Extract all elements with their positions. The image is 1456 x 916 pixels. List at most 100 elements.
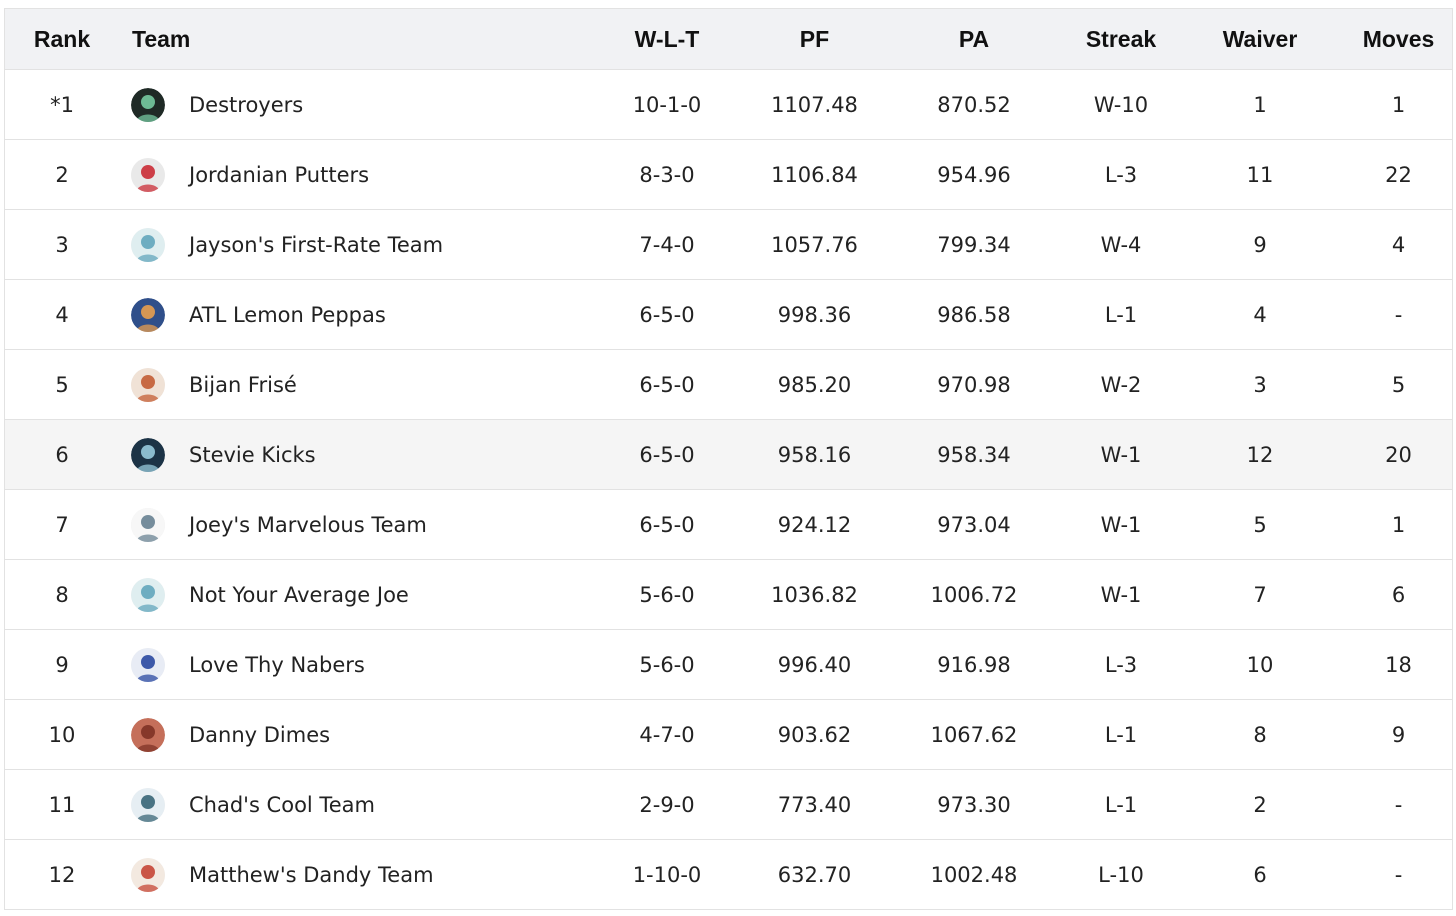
team-avatar-icon[interactable] [131,787,165,822]
record-cell: 6-5-0 [639,442,695,467]
team-avatar-graphic [131,507,165,542]
team-avatar-icon[interactable] [131,157,165,192]
moves-cell: - [1394,302,1403,327]
table-row: 5 Bijan Frisé 6-5-0 985.20 970.98 W-2 3 … [5,350,1452,420]
record-cell: 6-5-0 [639,512,695,537]
team-name-link[interactable]: Destroyers [189,92,304,117]
streak-cell: W-10 [1093,92,1149,117]
team-cell[interactable]: Stevie Kicks [119,437,586,472]
team-avatar-graphic [131,157,165,192]
rank-cell: 12 [48,862,76,887]
table-row: 8 Not Your Average Joe 5-6-0 1036.82 100… [5,560,1452,630]
streak-cell: L-3 [1104,652,1138,677]
streak-cell: L-10 [1098,862,1144,887]
team-avatar-icon[interactable] [131,297,165,332]
points-against-cell: 1002.48 [930,862,1018,887]
points-for-cell: 924.12 [777,512,852,537]
team-name-link[interactable]: Love Thy Nabers [189,652,365,677]
streak-cell: W-1 [1100,512,1142,537]
team-name-link[interactable]: Bijan Frisé [189,372,297,397]
moves-cell: 6 [1391,582,1406,607]
team-avatar-graphic [131,367,165,402]
team-avatar-graphic [131,227,165,262]
team-cell[interactable]: ATL Lemon Peppas [119,297,586,332]
column-header-pa[interactable]: PA [958,25,990,52]
team-avatar-graphic [131,857,165,892]
streak-cell: L-3 [1104,162,1138,187]
moves-cell: 1 [1391,512,1406,537]
points-against-cell: 1006.72 [930,582,1018,607]
points-against-cell: 870.52 [937,92,1011,117]
column-header-rank[interactable]: Rank [33,25,91,52]
column-header-moves[interactable]: Moves [1362,25,1435,52]
team-avatar-icon[interactable] [131,367,165,402]
team-avatar-icon[interactable] [131,857,165,892]
table-row: 4 ATL Lemon Peppas 6-5-0 998.36 986.58 L… [5,280,1452,350]
team-cell[interactable]: Destroyers [119,87,586,122]
points-for-cell: 1057.76 [771,232,858,257]
team-cell[interactable]: Not Your Average Joe [119,577,586,612]
team-cell[interactable]: Jayson's First-Rate Team [119,227,586,262]
team-avatar-icon[interactable] [131,717,165,752]
record-cell: 10-1-0 [632,92,702,117]
table-row: 10 Danny Dimes 4-7-0 903.62 1067.62 L-1 … [5,700,1452,770]
waiver-cell: 7 [1253,582,1267,607]
team-name-link[interactable]: Jordanian Putters [189,162,370,187]
moves-cell: - [1394,862,1403,887]
record-cell: 4-7-0 [639,722,695,747]
column-header-team[interactable]: Team [119,26,586,53]
waiver-cell: 8 [1253,722,1267,747]
column-header-pf[interactable]: PF [799,25,830,52]
table-row: 2 Jordanian Putters 8-3-0 1106.84 954.96… [5,140,1452,210]
waiver-cell: 6 [1253,862,1267,887]
team-cell[interactable]: Matthew's Dandy Team [119,857,586,892]
table-row: 12 Matthew's Dandy Team 1-10-0 632.70 10… [5,840,1452,909]
team-name-link[interactable]: Stevie Kicks [189,442,316,467]
team-cell[interactable]: Chad's Cool Team [119,787,586,822]
team-name-link[interactable]: Jayson's First-Rate Team [189,232,444,257]
points-for-cell: 996.40 [777,652,852,677]
column-header-waiver[interactable]: Waiver [1222,25,1298,52]
team-name-link[interactable]: Chad's Cool Team [189,792,375,817]
team-name-link[interactable]: Matthew's Dandy Team [189,862,434,887]
team-cell[interactable]: Bijan Frisé [119,367,586,402]
team-avatar-graphic [131,577,165,612]
table-row: 7 Joey's Marvelous Team 6-5-0 924.12 973… [5,490,1452,560]
moves-cell: 5 [1391,372,1406,397]
rank-cell: 6 [55,442,69,467]
team-cell[interactable]: Love Thy Nabers [119,647,586,682]
team-avatar-icon[interactable] [131,227,165,262]
team-avatar-icon[interactable] [131,437,165,472]
table-row: *1 Destroyers 10-1-0 1107.48 870.52 W-10… [5,70,1452,140]
points-against-cell: 973.30 [937,792,1011,817]
column-header-streak[interactable]: Streak [1085,25,1157,52]
team-name-link[interactable]: Joey's Marvelous Team [189,512,427,537]
record-cell: 2-9-0 [639,792,695,817]
moves-cell: 1 [1391,92,1406,117]
points-for-cell: 1107.48 [771,92,858,117]
points-against-cell: 799.34 [937,232,1011,257]
table-row: 9 Love Thy Nabers 5-6-0 996.40 916.98 L-… [5,630,1452,700]
table-row: 11 Chad's Cool Team 2-9-0 773.40 973.30 … [5,770,1452,840]
team-avatar-icon[interactable] [131,577,165,612]
moves-cell: 20 [1385,442,1412,467]
table-row: 3 Jayson's First-Rate Team 7-4-0 1057.76… [5,210,1452,280]
team-avatar-icon[interactable] [131,647,165,682]
team-avatar-graphic [131,787,165,822]
points-against-cell: 986.58 [937,302,1011,327]
waiver-cell: 1 [1253,92,1267,117]
team-cell[interactable]: Danny Dimes [119,717,586,752]
team-avatar-icon[interactable] [131,87,165,122]
rank-cell: 8 [55,582,69,607]
team-cell[interactable]: Joey's Marvelous Team [119,507,586,542]
team-name-link[interactable]: Danny Dimes [189,722,331,747]
team-name-link[interactable]: ATL Lemon Peppas [189,302,386,327]
team-cell[interactable]: Jordanian Putters [119,157,586,192]
record-cell: 5-6-0 [639,652,695,677]
team-name-link[interactable]: Not Your Average Joe [189,582,409,607]
team-avatar-icon[interactable] [131,507,165,542]
column-header-wlt[interactable]: W-L-T [634,25,700,52]
waiver-cell: 10 [1246,652,1274,677]
streak-cell: L-1 [1104,302,1138,327]
points-against-cell: 1067.62 [930,722,1018,747]
